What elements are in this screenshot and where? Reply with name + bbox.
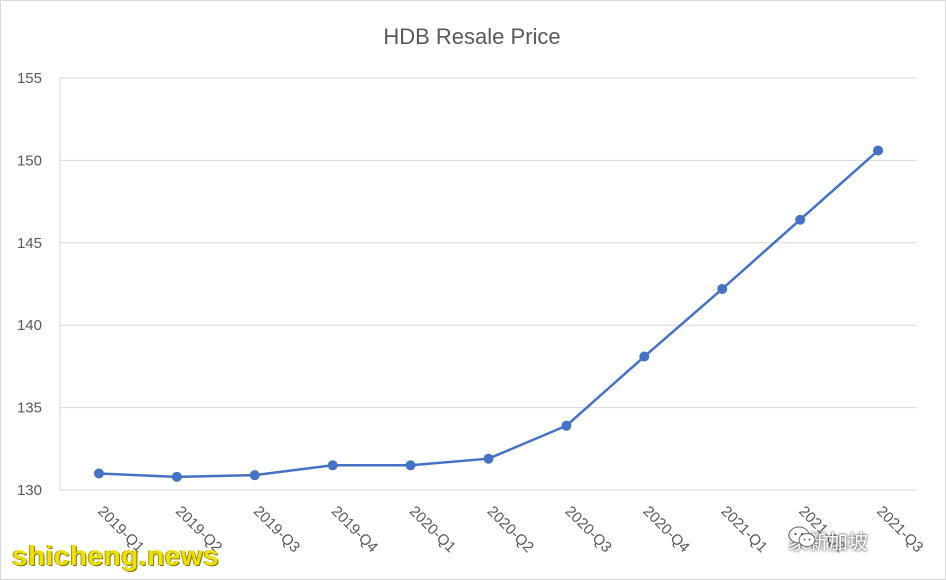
data-point (795, 214, 806, 225)
data-point (405, 460, 416, 471)
x-tick-label: 2020-Q3 (562, 503, 615, 556)
data-point (561, 420, 572, 431)
y-tick-label: 145 (17, 235, 42, 252)
data-point (483, 453, 494, 464)
data-point (93, 468, 104, 479)
x-tick-label: 2021-Q1 (717, 503, 770, 556)
data-point (639, 351, 650, 362)
x-tick-label: 2020-Q4 (639, 503, 692, 556)
data-point (327, 460, 338, 471)
y-tick-label: 130 (17, 482, 42, 499)
data-point (873, 145, 884, 156)
watermark-wechat: 家新加坡 (788, 526, 868, 555)
gridlines (59, 77, 917, 491)
data-point (717, 283, 728, 294)
series-line (98, 149, 879, 479)
data-point (171, 471, 182, 482)
y-tick-label: 135 (17, 400, 42, 417)
data-point (249, 470, 260, 481)
y-tick-label: 155 (17, 70, 42, 87)
series (93, 145, 884, 482)
y-tick-label: 150 (17, 152, 42, 169)
chart-title: HDB Resale Price (383, 24, 560, 49)
x-tick-label: 2019-Q3 (250, 503, 303, 556)
x-tick-label: 2020-Q1 (406, 503, 459, 556)
x-tick-label: 2021-Q3 (873, 503, 926, 556)
wechat-icon (788, 526, 816, 547)
y-axis-ticks: 130 135 140 145 150 155 (17, 70, 42, 499)
watermark-shicheng: shicheng.news (12, 540, 220, 571)
x-tick-label: 2020-Q2 (484, 503, 537, 556)
y-tick-label: 140 (17, 317, 42, 334)
x-tick-label: 2019-Q4 (328, 503, 381, 556)
